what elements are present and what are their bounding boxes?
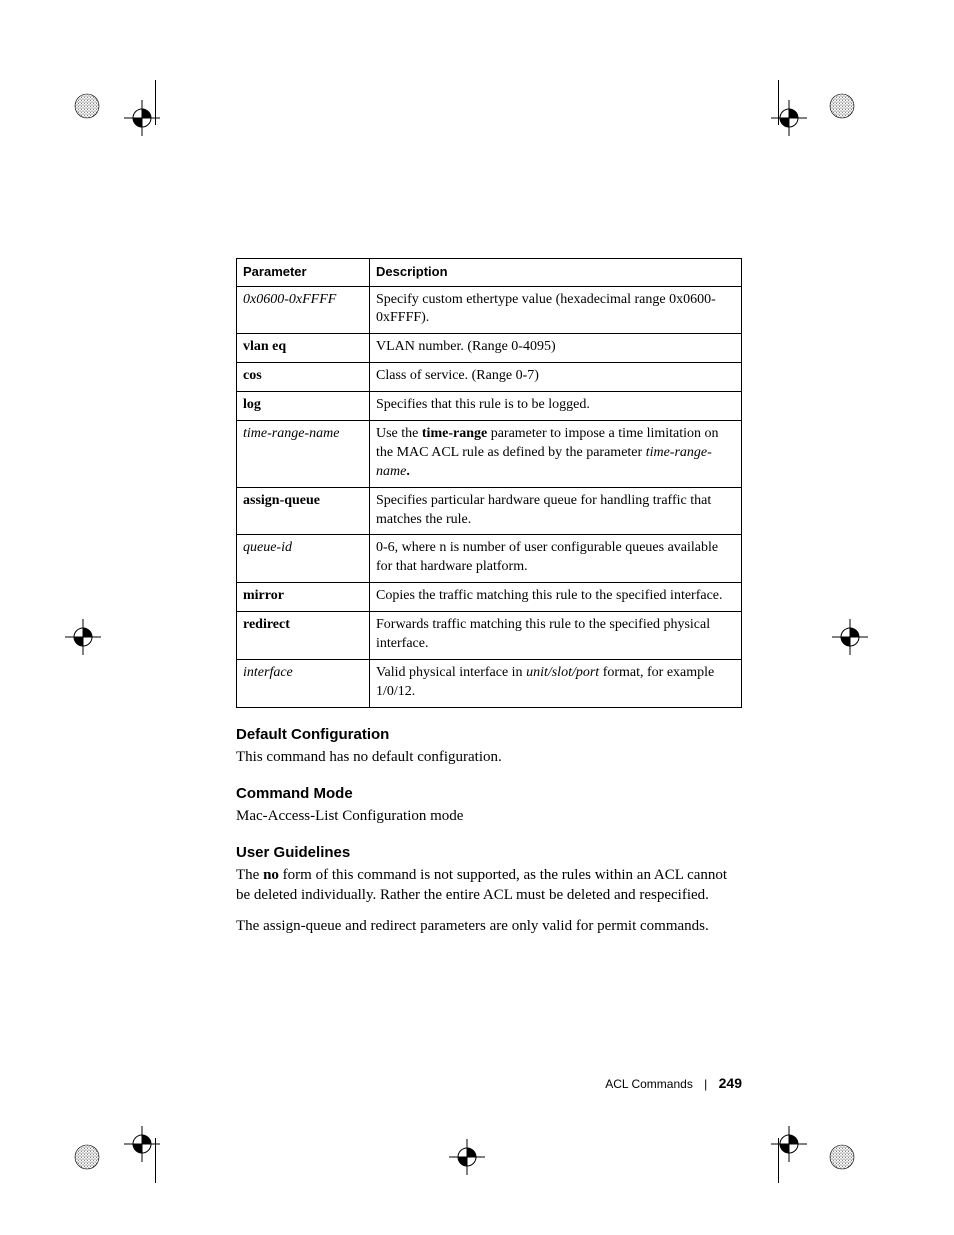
table-cell-description: Copies the traffic matching this rule to… (370, 583, 742, 612)
table-cell-parameter: vlan eq (237, 334, 370, 363)
table-header-description: Description (370, 259, 742, 287)
text-user-guidelines-1: The no form of this command is not suppo… (236, 865, 742, 906)
table-cell-description: Class of service. (Range 0-7) (370, 363, 742, 392)
table-cell-description: Specifies particular hardware queue for … (370, 487, 742, 535)
table-row: time-range-nameUse the time-range parame… (237, 421, 742, 488)
table-cell-parameter: cos (237, 363, 370, 392)
page-footer: ACL Commands | 249 (236, 1075, 742, 1091)
table-row: 0x0600-0xFFFFSpecify custom ethertype va… (237, 286, 742, 334)
footer-section-name: ACL Commands (605, 1077, 693, 1091)
table-cell-description: VLAN number. (Range 0-4095) (370, 334, 742, 363)
registration-circle-icon (73, 92, 101, 125)
table-cell-description: Specifies that this rule is to be logged… (370, 392, 742, 421)
registration-cross-icon (65, 619, 101, 660)
registration-cross-icon (832, 619, 868, 660)
footer-separator: | (704, 1077, 707, 1091)
table-row: redirectForwards traffic matching this r… (237, 612, 742, 660)
registration-circle-icon (828, 1143, 856, 1176)
crop-corner-icon (155, 80, 156, 125)
table-cell-parameter: queue-id (237, 535, 370, 583)
parameter-table: Parameter Description 0x0600-0xFFFFSpeci… (236, 258, 742, 708)
registration-cross-icon (449, 1139, 485, 1180)
text-command-mode: Mac-Access-List Configuration mode (236, 806, 742, 826)
table-cell-parameter: assign-queue (237, 487, 370, 535)
table-cell-parameter: 0x0600-0xFFFF (237, 286, 370, 334)
table-row: assign-queueSpecifies particular hardwar… (237, 487, 742, 535)
heading-command-mode: Command Mode (236, 785, 742, 802)
registration-cross-icon (771, 100, 807, 141)
text-user-guidelines-2: The assign-queue and redirect parameters… (236, 916, 742, 936)
registration-cross-icon (771, 1126, 807, 1167)
page-content: Parameter Description 0x0600-0xFFFFSpeci… (236, 258, 742, 946)
heading-user-guidelines: User Guidelines (236, 844, 742, 861)
registration-circle-icon (73, 1143, 101, 1176)
table-row: logSpecifies that this rule is to be log… (237, 392, 742, 421)
table-cell-parameter: mirror (237, 583, 370, 612)
crop-corner-icon (155, 1138, 156, 1183)
table-cell-parameter: time-range-name (237, 421, 370, 488)
table-cell-description: Specify custom ethertype value (hexadeci… (370, 286, 742, 334)
table-row: vlan eqVLAN number. (Range 0-4095) (237, 334, 742, 363)
table-row: mirrorCopies the traffic matching this r… (237, 583, 742, 612)
table-body: 0x0600-0xFFFFSpecify custom ethertype va… (237, 286, 742, 707)
table-cell-parameter: redirect (237, 612, 370, 660)
table-cell-description: Forwards traffic matching this rule to t… (370, 612, 742, 660)
footer-page-number: 249 (719, 1075, 742, 1091)
table-cell-description: 0-6, where n is number of user configura… (370, 535, 742, 583)
table-row: queue-id0-6, where n is number of user c… (237, 535, 742, 583)
text-default-configuration: This command has no default configuratio… (236, 747, 742, 767)
registration-circle-icon (828, 92, 856, 125)
table-cell-parameter: log (237, 392, 370, 421)
table-row: cosClass of service. (Range 0-7) (237, 363, 742, 392)
table-row: interfaceValid physical interface in uni… (237, 659, 742, 707)
crop-corner-icon (778, 1138, 779, 1183)
table-cell-description: Use the time-range parameter to impose a… (370, 421, 742, 488)
table-header-parameter: Parameter (237, 259, 370, 287)
heading-default-configuration: Default Configuration (236, 726, 742, 743)
table-cell-parameter: interface (237, 659, 370, 707)
crop-corner-icon (778, 80, 779, 125)
table-cell-description: Valid physical interface in unit/slot/po… (370, 659, 742, 707)
